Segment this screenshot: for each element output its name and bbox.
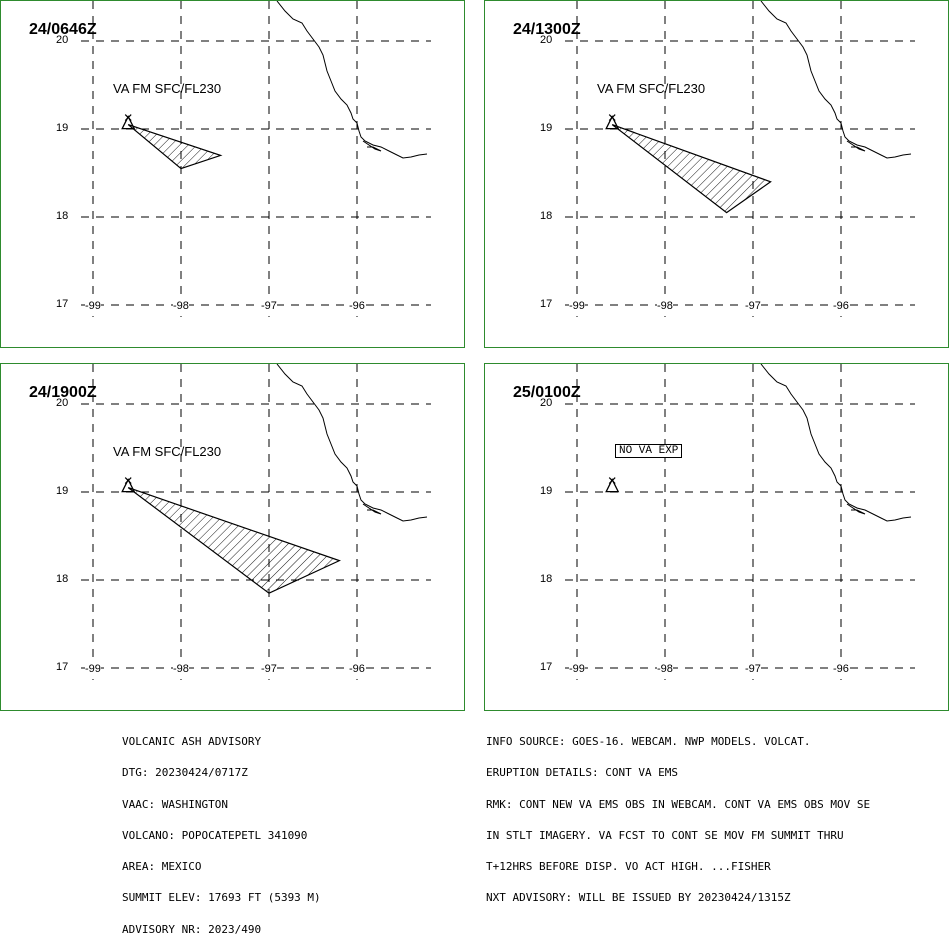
- panel-label-3: VA FM SFC/FL230: [113, 444, 222, 459]
- advisory-line: ERUPTION DETAILS: CONT VA EMS: [486, 766, 679, 780]
- longitude-label: -98: [657, 663, 673, 675]
- longitude-label: -98: [173, 663, 189, 675]
- longitude-label: -97: [261, 663, 277, 675]
- map-canvas-4: [565, 364, 915, 680]
- lagoon-outline: [846, 503, 866, 515]
- advisory-line: INFO SOURCE: GOES-16. WEBCAM. NWP MODELS…: [486, 735, 811, 748]
- latitude-label: 17: [540, 298, 553, 310]
- longitude-label: -96: [833, 663, 849, 675]
- latitude-label: 20: [540, 34, 553, 46]
- latitude-label: 19: [540, 485, 553, 497]
- map-canvas-2: [565, 1, 915, 317]
- map-panel-1: 24/0646Z VA FM SFC/FL230 20 19 18 17 -99 -98 -…: [0, 0, 465, 348]
- longitude-label: -99: [569, 300, 585, 312]
- volcano-icon: [605, 478, 620, 493]
- ash-cloud-polygon: [127, 124, 223, 170]
- coastline: [760, 364, 912, 522]
- advisory-line: IN STLT IMAGERY. VA FCST TO CONT SE MOV …: [486, 828, 844, 842]
- lagoon-outline: [362, 503, 382, 515]
- latitude-label: 19: [56, 485, 69, 497]
- latitude-label: 17: [56, 661, 69, 673]
- map-panel-3: 24/1900Z VA FM SFC/FL230 20 19 18 17 -99 -98 -…: [0, 363, 465, 711]
- latitude-label: 17: [56, 298, 69, 310]
- map-canvas-3: [81, 364, 431, 680]
- longitude-label: -99: [85, 300, 101, 312]
- longitude-label: -96: [349, 663, 365, 675]
- coastline: [276, 364, 428, 522]
- latitude-label: 18: [56, 210, 69, 222]
- ash-cloud-polygon: [127, 487, 342, 594]
- map-panel-4: 25/0100Z NO VA EXP 20 19 18 17 -99 -98 -97 -96: [484, 363, 949, 711]
- advisory-right: INFO SOURCE: GOES-16. WEBCAM. NWP MODELS…: [486, 716, 870, 914]
- longitude-label: -96: [349, 300, 365, 312]
- latitude-label: 19: [56, 122, 69, 134]
- latitude-label: 20: [540, 397, 553, 409]
- latitude-label: 18: [540, 573, 553, 585]
- longitude-label: -98: [173, 300, 189, 312]
- latitude-label: 20: [56, 397, 69, 409]
- map-panel-2: 24/1300Z VA FM SFC/FL230 20 19 18 17 -99 -98 -…: [484, 0, 949, 348]
- volcano-icon: [121, 478, 136, 493]
- advisory-left: VOLCANIC ASH ADVISORY DTG: 20230424/0717…: [122, 716, 321, 946]
- coastline: [276, 1, 428, 159]
- longitude-label: -96: [833, 300, 849, 312]
- advisory-line: ADVISORY NR: 2023/490: [122, 922, 262, 936]
- lagoon-outline: [362, 140, 382, 152]
- longitude-label: -98: [657, 300, 673, 312]
- advisory-line: VAAC: WASHINGTON: [122, 797, 228, 811]
- panel-time-1: 24/0646Z: [29, 21, 97, 38]
- advisory-line: NXT ADVISORY: WILL BE ISSUED BY 20230424…: [486, 891, 791, 905]
- advisory-line: T+12HRS BEFORE DISP. VO ACT HIGH. ...FIS…: [486, 860, 771, 874]
- ash-cloud-polygon: [611, 124, 772, 214]
- coastline: [760, 1, 912, 159]
- longitude-label: -97: [261, 300, 277, 312]
- advisory-line: SUMMIT ELEV: 17693 FT (5393 M): [122, 891, 321, 905]
- panel-label-1: VA FM SFC/FL230: [113, 81, 222, 96]
- longitude-label: -97: [745, 300, 761, 312]
- panel-time-2: 24/1300Z: [513, 21, 581, 38]
- longitude-label: -99: [85, 663, 101, 675]
- latitude-label: 17: [540, 661, 553, 673]
- map-canvas-1: [81, 1, 431, 317]
- volcano-icon: [605, 115, 620, 130]
- no-va-exp-box: NO VA EXP: [615, 444, 683, 458]
- panel-label-2: VA FM SFC/FL230: [597, 81, 706, 96]
- latitude-label: 18: [540, 210, 553, 222]
- lagoon-outline: [846, 140, 866, 152]
- longitude-label: -99: [569, 663, 585, 675]
- advisory-line: VOLCANO: POPOCATEPETL 341090: [122, 828, 308, 842]
- latitude-label: 19: [540, 122, 553, 134]
- longitude-label: -97: [745, 663, 761, 675]
- latitude-label: 18: [56, 573, 69, 585]
- advisory-line: VOLCANIC ASH ADVISORY: [122, 735, 262, 748]
- panel-time-4: 25/0100Z: [513, 384, 581, 401]
- volcano-icon: [121, 115, 136, 130]
- latitude-label: 20: [56, 34, 69, 46]
- advisory-line: DTG: 20230424/0717Z: [122, 766, 248, 780]
- advisory-line: AREA: MEXICO: [122, 860, 202, 874]
- panel-time-3: 24/1900Z: [29, 384, 97, 401]
- advisory-line: RMK: CONT NEW VA EMS OBS IN WEBCAM. CONT…: [486, 797, 871, 811]
